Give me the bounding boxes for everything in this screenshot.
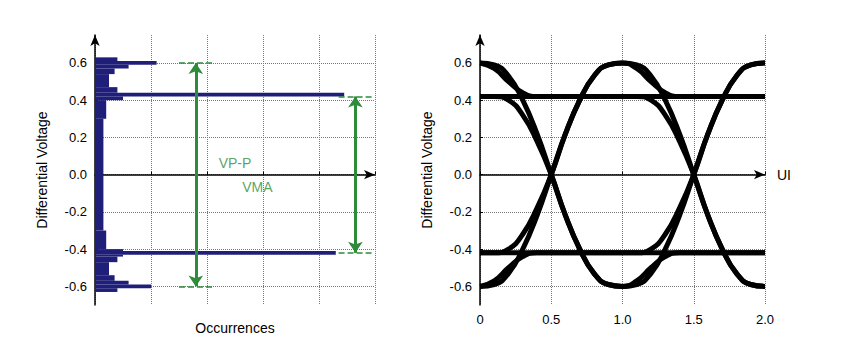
svg-text:-0.6: -0.6 <box>65 279 87 294</box>
svg-text:0.6: 0.6 <box>454 55 472 70</box>
svg-text:-0.6: -0.6 <box>450 279 472 294</box>
svg-text:0.2: 0.2 <box>454 130 472 145</box>
svg-text:0.4: 0.4 <box>454 93 472 108</box>
svg-text:0: 0 <box>476 312 483 327</box>
svg-text:1.0: 1.0 <box>613 312 631 327</box>
svg-text:-0.4: -0.4 <box>65 242 87 257</box>
svg-text:2.0: 2.0 <box>756 312 774 327</box>
svg-text:Differential Voltage: Differential Voltage <box>419 111 435 228</box>
svg-text:Differential Voltage: Differential Voltage <box>34 111 50 228</box>
svg-text:Occurrences: Occurrences <box>195 320 274 336</box>
svg-text:VP-P: VP-P <box>219 155 252 171</box>
svg-text:0.2: 0.2 <box>69 130 87 145</box>
svg-text:-0.4: -0.4 <box>450 242 472 257</box>
svg-text:UI: UI <box>777 167 791 183</box>
svg-text:VMA: VMA <box>242 179 273 195</box>
svg-text:0.6: 0.6 <box>69 55 87 70</box>
svg-text:0.4: 0.4 <box>69 93 87 108</box>
svg-text:-0.2: -0.2 <box>450 204 472 219</box>
svg-text:0.0: 0.0 <box>454 167 472 182</box>
svg-text:1.5: 1.5 <box>685 312 703 327</box>
svg-text:0.0: 0.0 <box>69 167 87 182</box>
svg-text:0.5: 0.5 <box>542 312 560 327</box>
svg-text:-0.2: -0.2 <box>65 204 87 219</box>
